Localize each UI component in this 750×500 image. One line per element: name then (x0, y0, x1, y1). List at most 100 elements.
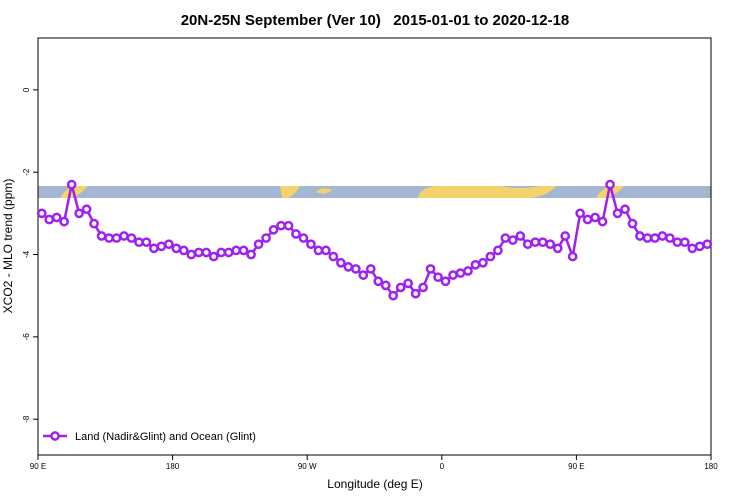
point (186, 249, 197, 260)
point (343, 262, 354, 272)
point (665, 233, 675, 243)
point (51, 212, 62, 223)
point (81, 204, 92, 215)
point (156, 241, 167, 252)
point (373, 276, 384, 287)
point (96, 231, 107, 241)
point (635, 231, 645, 241)
point (612, 208, 623, 219)
point (410, 288, 421, 299)
point (380, 280, 391, 291)
point (418, 282, 428, 293)
x-tick-label: 90 W (298, 462, 317, 471)
point (306, 239, 316, 250)
point (470, 259, 481, 270)
point (478, 257, 488, 268)
point (425, 264, 436, 274)
point (605, 179, 615, 190)
point (208, 251, 219, 262)
point (365, 264, 376, 274)
point (291, 229, 301, 239)
point (597, 216, 608, 227)
point (66, 179, 77, 190)
y-tick-label: -4 (22, 250, 31, 258)
point (463, 266, 473, 276)
x-axis-label: Longitude (deg E) (327, 477, 422, 491)
point (231, 245, 242, 256)
point (111, 233, 122, 243)
point (328, 251, 339, 262)
point (530, 237, 541, 248)
point (321, 245, 331, 256)
y-tick-label: -8 (22, 415, 31, 423)
point (238, 245, 249, 256)
x-tick-label: 90 E (30, 462, 46, 471)
legend-marker (50, 431, 60, 441)
point (575, 208, 585, 219)
x-tick-label: 90 E (568, 462, 584, 471)
point (485, 251, 496, 262)
map-strip (38, 186, 711, 198)
point (493, 245, 503, 256)
point (620, 204, 630, 215)
point (537, 237, 548, 248)
point (141, 237, 152, 248)
point (545, 239, 556, 250)
point (694, 241, 705, 252)
point (500, 233, 511, 243)
point (283, 220, 294, 231)
point (448, 270, 458, 280)
point (193, 247, 204, 258)
point (522, 239, 533, 250)
y-tick-label: 0 (22, 87, 31, 92)
point (672, 237, 683, 248)
point (74, 208, 84, 219)
point (358, 270, 369, 280)
point (276, 220, 286, 231)
point (201, 247, 212, 258)
point (253, 239, 264, 250)
point (440, 276, 451, 287)
point (560, 231, 571, 241)
point (350, 264, 361, 274)
point (216, 247, 227, 258)
chart-title: 20N-25N September (Ver 10) 2015-01-01 to… (181, 12, 570, 29)
point (313, 245, 324, 256)
point (567, 251, 578, 262)
legend-label: Land (Nadir&Glint) and Ocean (Glint) (75, 431, 256, 443)
point (455, 268, 466, 278)
point (507, 235, 518, 245)
point (552, 243, 563, 254)
y-axis-label: XCO2 - MLO trend (ppm) (1, 179, 15, 314)
point (104, 233, 114, 243)
point (642, 233, 653, 243)
point (268, 224, 279, 235)
x-tick-label: 180 (166, 462, 180, 471)
point (261, 233, 271, 243)
point (164, 239, 174, 250)
point (582, 214, 593, 225)
point (44, 214, 55, 225)
point (246, 249, 256, 260)
point (223, 247, 234, 258)
point (134, 237, 144, 248)
point (59, 216, 70, 227)
y-tick-label: -2 (22, 168, 31, 176)
point (149, 243, 159, 254)
point (679, 237, 690, 248)
point (336, 257, 346, 268)
x-tick-label: 180 (704, 462, 718, 471)
point (657, 231, 668, 241)
x-tick-label: 0 (440, 462, 445, 471)
point (702, 239, 713, 250)
point (119, 231, 129, 241)
point (687, 243, 698, 254)
point (178, 245, 189, 256)
point (433, 272, 443, 283)
point (388, 290, 399, 301)
point (126, 233, 137, 243)
point (171, 243, 182, 254)
point (298, 233, 309, 243)
point (627, 218, 638, 229)
